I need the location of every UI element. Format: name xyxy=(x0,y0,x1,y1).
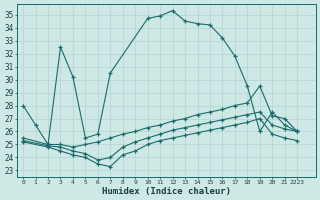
X-axis label: Humidex (Indice chaleur): Humidex (Indice chaleur) xyxy=(102,187,231,196)
